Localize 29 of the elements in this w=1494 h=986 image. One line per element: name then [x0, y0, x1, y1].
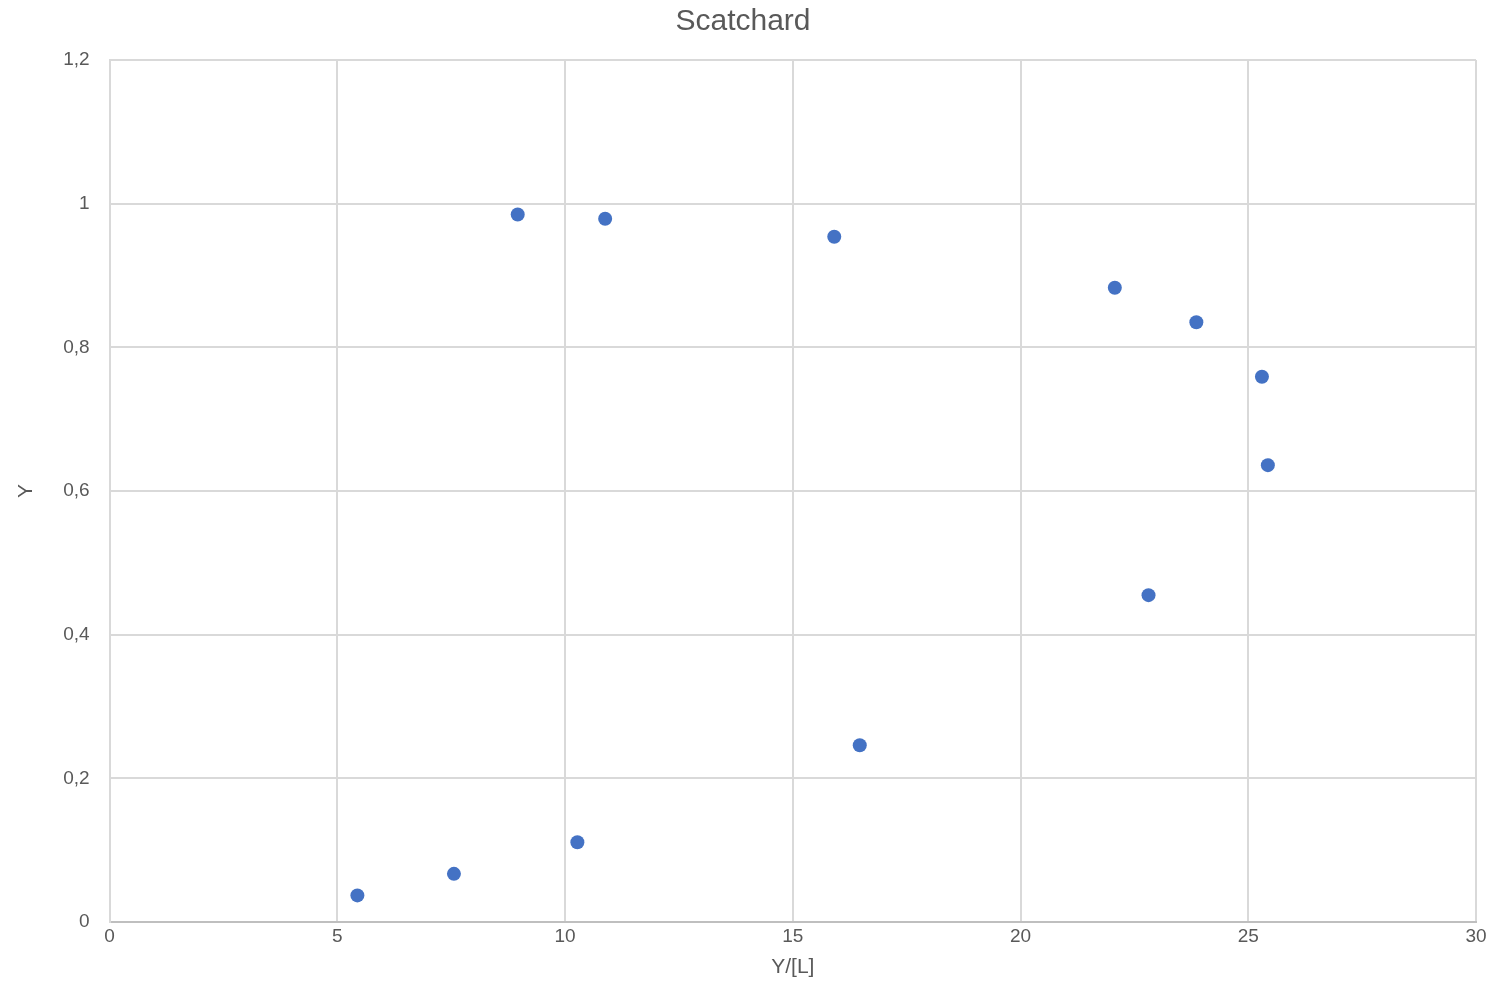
- point: [570, 835, 585, 850]
- chart-title: Scatchard: [675, 3, 811, 37]
- x-tick-label: 10: [554, 924, 576, 946]
- point: [446, 866, 461, 881]
- y-tick-label: 1: [79, 191, 90, 213]
- point: [852, 738, 867, 753]
- y-tick-label: 0,6: [63, 479, 90, 501]
- x-tick-label: 20: [1009, 924, 1032, 946]
- x-tick-label: 0: [104, 924, 115, 946]
- y-tick-label: 1,2: [63, 48, 90, 70]
- point: [350, 888, 365, 903]
- y-axis-title: Y: [13, 483, 37, 499]
- y-tick-label: 0,2: [63, 766, 90, 788]
- point: [1141, 588, 1156, 603]
- x-tick-label: 25: [1237, 924, 1259, 946]
- y-tick-label: 0,8: [63, 335, 90, 357]
- point: [510, 207, 525, 222]
- y-tick-label: 0,4: [63, 622, 91, 644]
- y-tick-label: 0: [79, 910, 90, 932]
- point: [1254, 369, 1269, 384]
- x-axis-title: Y/[L]: [771, 954, 815, 978]
- x-tick-label: 15: [782, 924, 804, 946]
- point: [1107, 280, 1122, 295]
- point: [598, 211, 613, 226]
- x-tick-label: 30: [1465, 924, 1487, 946]
- x-tick-label: 5: [332, 924, 343, 946]
- point: [827, 229, 842, 244]
- point: [1260, 458, 1275, 473]
- point: [1189, 315, 1204, 330]
